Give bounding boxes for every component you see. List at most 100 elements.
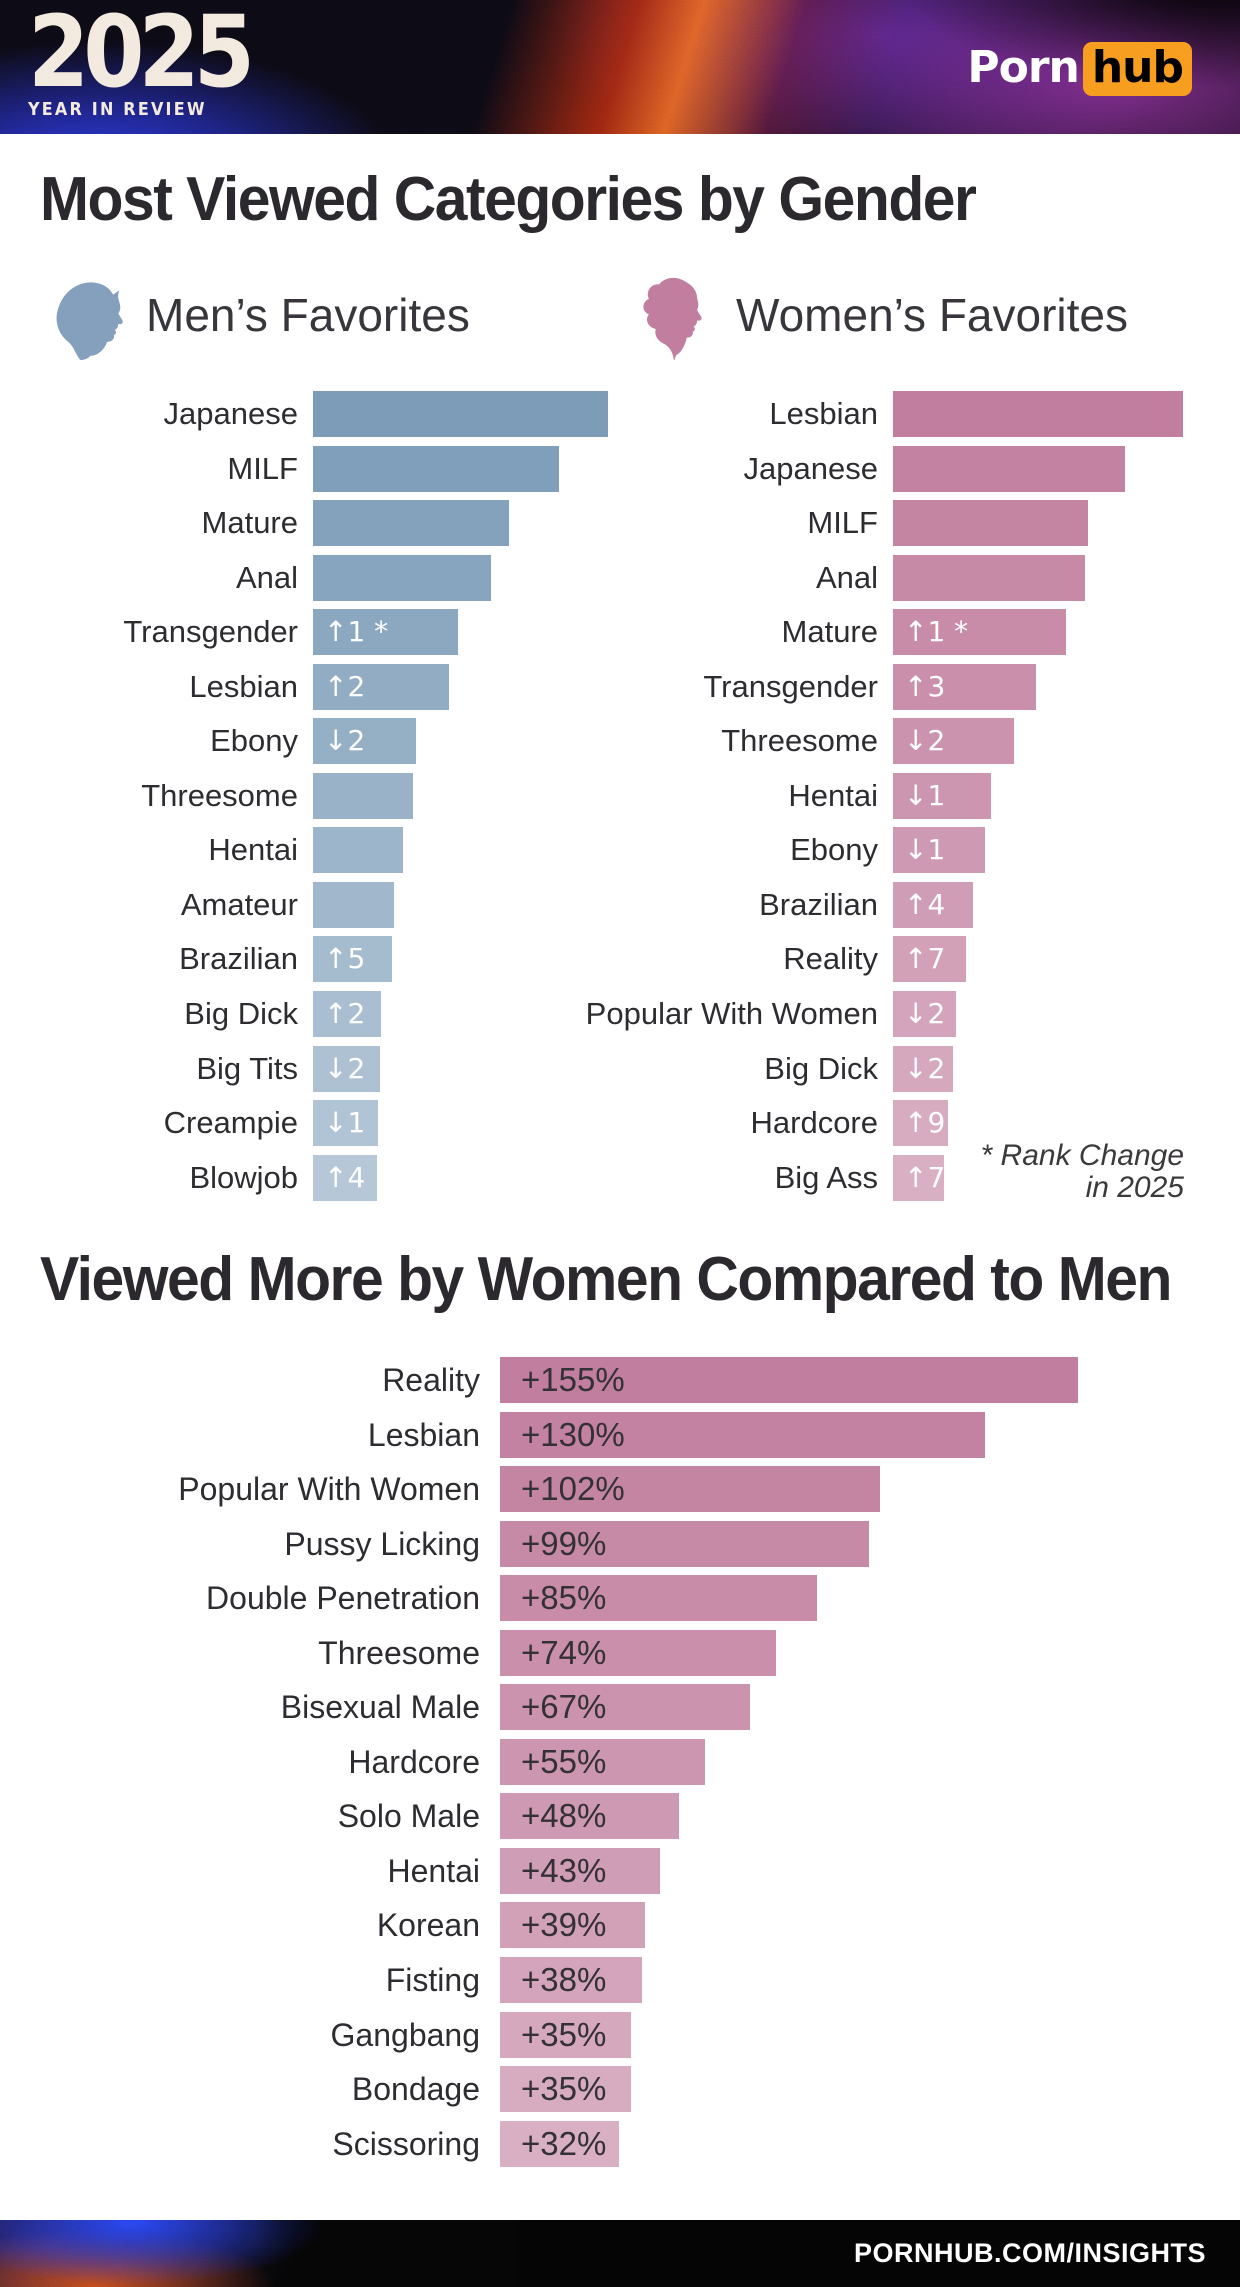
rank-change-badge: ↑7	[904, 942, 946, 976]
category-bar: ↑1 *	[893, 609, 1066, 656]
category-row: Double Penetration +85%	[0, 1571, 1240, 1626]
men-favorites-label: Men’s Favorites	[146, 289, 470, 341]
percent-label: +32%	[521, 2124, 607, 2162]
women-favorites-label: Women’s Favorites	[736, 289, 1128, 341]
category-bar: ↓1	[893, 827, 985, 874]
rank-change-badge: ↓1	[904, 778, 946, 812]
category-label: Threesome	[141, 777, 298, 813]
category-label: Big Tits	[196, 1050, 298, 1086]
category-bar: +99%	[500, 1520, 870, 1567]
category-bar: +55%	[500, 1738, 706, 1785]
category-label: Scissoring	[332, 2125, 480, 2162]
category-label: Hardcore	[348, 1743, 480, 1780]
category-label: Reality	[783, 941, 878, 977]
category-label: Hardcore	[750, 1105, 879, 1141]
rank-change-badge: ↑4	[324, 1160, 366, 1194]
percent-label: +85%	[521, 1579, 607, 1617]
category-bar: +48%	[500, 1793, 680, 1840]
category-label: Mature	[201, 505, 298, 541]
percent-label: +43%	[521, 1851, 607, 1889]
category-bar	[313, 500, 509, 547]
category-label: Bondage	[351, 2071, 480, 2108]
category-bar	[893, 445, 1125, 492]
category-row: Bisexual Male +67%	[0, 1680, 1240, 1735]
rank-change-badge: ↓2	[324, 1051, 366, 1085]
brand-hub-badge: hub	[1082, 42, 1192, 96]
percent-label: +74%	[521, 1633, 607, 1671]
category-row: Ebony ↓2	[0, 714, 1240, 769]
men-favorites-heading: Men’s Favorites	[46, 272, 470, 360]
section1-title: Most Viewed Categories by Gender	[40, 163, 977, 234]
category-bar: +39%	[500, 1902, 646, 1949]
category-bar: ↓2	[893, 1045, 953, 1092]
category-row: Popular With Women ↓2	[0, 987, 1240, 1042]
category-row: Big Dick ↑2	[0, 987, 1240, 1042]
category-row: Japanese	[0, 442, 1240, 497]
category-label: MILF	[227, 450, 298, 486]
category-label: Transgender	[123, 614, 298, 650]
rank-change-badge: ↓2	[904, 1051, 946, 1085]
category-bar: ↑5	[313, 936, 392, 983]
category-label: Lesbian	[769, 396, 878, 431]
category-bar	[313, 391, 608, 437]
category-bar: +102%	[500, 1466, 881, 1513]
rank-change-badge: ↑5	[324, 942, 366, 976]
category-row: Ebony ↓1	[0, 823, 1240, 878]
category-label: Korean	[376, 1907, 480, 1944]
rank-change-badge: ↑1 *	[324, 615, 389, 649]
pornhub-logo: Porn hub	[967, 42, 1192, 96]
brand-porn-text: Porn	[967, 42, 1079, 93]
category-bar: +32%	[500, 2120, 620, 2167]
category-bar: ↓2	[313, 1045, 380, 1092]
category-label: Anal	[815, 559, 878, 595]
male-head-icon	[56, 282, 123, 360]
category-bar: ↓2	[893, 718, 1014, 765]
category-bar	[313, 827, 403, 874]
category-row: MILF	[0, 442, 1240, 497]
percent-label: +130%	[521, 1415, 625, 1453]
category-label: Gangbang	[330, 2016, 480, 2053]
category-label: Japanese	[743, 450, 878, 486]
category-label: Big Dick	[764, 1050, 878, 1086]
category-label: Pussy Licking	[284, 1525, 480, 1562]
category-row: Anal	[0, 551, 1240, 606]
category-label: Popular With Women	[178, 1471, 480, 1508]
category-bar: +43%	[500, 1847, 661, 1894]
category-bar: ↑4	[893, 881, 973, 928]
category-label: Lesbian	[367, 1416, 480, 1453]
category-label: Double Penetration	[206, 1580, 480, 1617]
category-label: Amateur	[180, 886, 298, 922]
category-row: Threesome ↓2	[0, 714, 1240, 769]
rank-change-badge: ↑9	[904, 1106, 946, 1140]
category-bar	[313, 445, 559, 492]
category-label: Solo Male	[337, 1798, 480, 1835]
category-bar: ↓1	[893, 772, 991, 819]
category-row: MILF	[0, 496, 1240, 551]
percent-label: +99%	[521, 1524, 607, 1562]
category-row: Transgender ↑3	[0, 660, 1240, 715]
footer-bar: PORNHUB.COM/INSIGHTS	[0, 2220, 1240, 2287]
rank-change-badge: ↑2	[324, 997, 366, 1031]
category-bar	[313, 772, 413, 819]
category-bar: +85%	[500, 1575, 818, 1622]
category-bar: ↑2	[313, 663, 449, 710]
rank-change-badge: ↓1	[904, 833, 946, 867]
category-row: Hardcore ↑9	[0, 1096, 1240, 1151]
category-row: Gangbang +35%	[0, 2008, 1240, 2063]
percent-label: +39%	[521, 1906, 607, 1944]
rank-change-badge: ↓1	[324, 1106, 366, 1140]
category-row: Threesome +74%	[0, 1626, 1240, 1681]
men-favorites-chart: Japanese MILF Mature Anal	[0, 387, 1240, 1205]
rank-change-badge: ↑7	[904, 1160, 946, 1194]
category-row: Japanese	[0, 387, 1240, 442]
category-bar: ↑1 *	[313, 609, 458, 656]
category-bar: ↓1	[313, 1100, 378, 1147]
category-bar: +155%	[500, 1357, 1079, 1403]
percent-label: +55%	[521, 1742, 607, 1780]
category-row: Big Dick ↓2	[0, 1042, 1240, 1097]
category-label: Threesome	[721, 723, 878, 759]
insights-url: PORNHUB.COM/INSIGHTS	[853, 2238, 1206, 2268]
category-label: Ebony	[790, 832, 878, 868]
category-row: Mature	[0, 496, 1240, 551]
